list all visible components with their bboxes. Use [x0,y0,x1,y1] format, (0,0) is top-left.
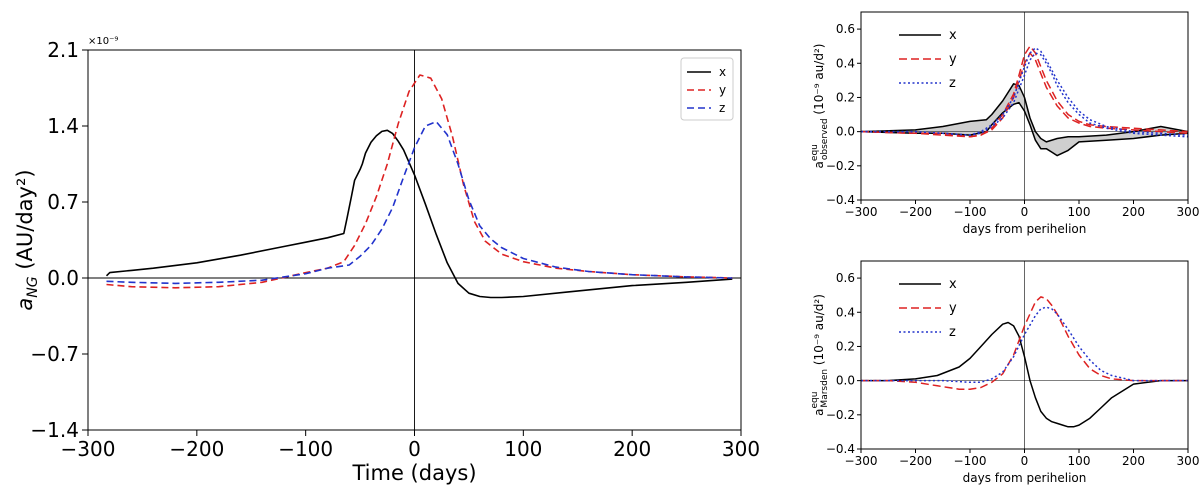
x-axis-label: days from perihelion [963,471,1087,485]
y-tick-label: 0.4 [836,56,855,70]
y-tick-label: 0.0 [836,374,855,388]
x-tick-label: −200 [169,437,224,461]
axis-multiplier: ×10⁻⁹ [88,36,118,47]
y-axis-label: aNG (AU/day²) [13,169,41,310]
x-tick-label: −100 [954,454,987,468]
x-tick-label: −100 [954,205,987,219]
series-line-z [861,306,1188,384]
legend-label-y: y [949,301,957,316]
legend-label-z: z [949,76,956,91]
x-uncertainty-band [861,83,1188,156]
y-tick-label: 0.2 [836,90,855,104]
legend-label-z: z [719,101,725,115]
y-tick-label: −0.2 [826,159,855,173]
x-tick-label: −100 [278,437,333,461]
y-tick-label: −0.2 [826,408,855,422]
x-tick-label: 200 [1122,454,1145,468]
y-tick-label: −0.4 [826,193,855,207]
x-tick-label: 300 [1177,454,1200,468]
x-tick-label: 200 [1122,205,1145,219]
x-axis-label: days from perihelion [963,222,1087,236]
series-line-z [861,47,1189,136]
y-tick-label: 0.6 [836,22,855,36]
x-tick-label: 300 [1177,205,1200,219]
y-axis-label: aequobserved (10⁻⁹ au/d²) [810,44,830,169]
y-axis-label: aequMarsden (10⁻⁹ au/d²) [810,294,830,416]
x-tick-label: 100 [1068,205,1091,219]
x-tick-label: −200 [899,205,932,219]
legend-box [680,57,734,121]
chart-observed: −300 −200 −100 0 100 200 300 −0.4 −0.2 0.0 0.2 0.4 0… [810,11,1200,236]
series-line-x [861,321,1188,428]
legend-label-x: x [949,28,957,43]
legend-label-x: x [949,277,957,292]
y-tick-label: −0.7 [30,342,79,366]
chart-main: −300 −200 −100 0 100 200 300 −1.4 −0.7 0.0 0.7 1.4 2… [13,36,760,485]
series-line-x-upper [860,83,1189,143]
series-line-y [106,74,733,289]
x-tick-label: 200 [613,437,651,461]
legend-label-z: z [949,325,956,340]
series-line-z-alt [861,52,1189,138]
x-axis-label: Time (days) [351,461,476,485]
x-tick-label: −300 [61,437,116,461]
x-tick-label: 100 [1068,454,1091,468]
y-tick-label: 1.4 [47,114,79,138]
x-tick-label: −300 [845,454,878,468]
series-line-y [861,296,1188,390]
legend-label-x: x [719,65,726,79]
y-tick-label: 2.1 [47,38,79,62]
x-tick-label: −300 [845,205,878,219]
x-tick-label: 0 [1021,454,1029,468]
y-tick-label: 0.2 [836,339,855,353]
y-tick-label: 0.0 [47,266,79,290]
y-tick-label: 0.7 [47,190,79,214]
chart-marsden: −300 −200 −100 0 100 200 300 −0.4 −0.2 0.0 0.2 0.4 0… [810,260,1200,485]
x-tick-label: 0 [408,437,421,461]
x-tick-label: 100 [504,437,542,461]
y-tick-label: −0.4 [826,442,855,456]
series-line-y-alt [860,52,1189,138]
y-tick-label: 0.4 [836,305,855,319]
x-tick-label: 0 [1021,205,1029,219]
y-tick-label: 0.0 [836,125,855,139]
legend-label-y: y [719,83,726,97]
series-line-z [106,120,733,285]
series-line-x [105,129,733,299]
legend-label-y: y [949,52,957,67]
y-tick-label: −1.4 [30,418,79,442]
y-tick-label: 0.6 [836,271,855,285]
x-tick-label: −200 [899,454,932,468]
x-tick-label: 300 [722,437,760,461]
